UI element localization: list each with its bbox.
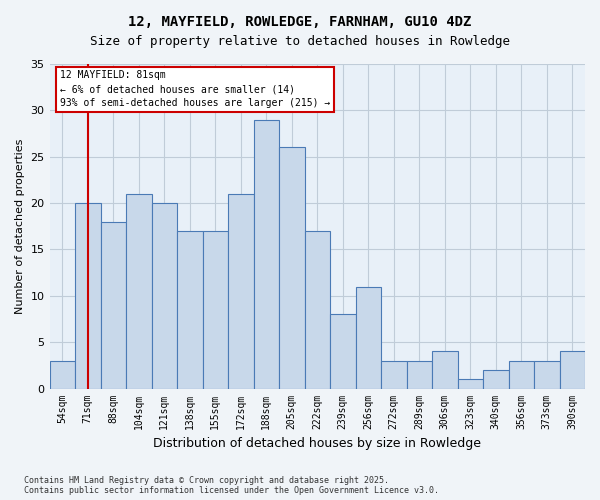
X-axis label: Distribution of detached houses by size in Rowledge: Distribution of detached houses by size … — [153, 437, 481, 450]
Bar — [279, 148, 305, 388]
Bar — [228, 194, 254, 388]
Bar — [483, 370, 509, 388]
Bar — [75, 203, 101, 388]
Text: 12 MAYFIELD: 81sqm
← 6% of detached houses are smaller (14)
93% of semi-detached: 12 MAYFIELD: 81sqm ← 6% of detached hous… — [60, 70, 331, 108]
Bar — [305, 231, 330, 388]
Bar — [560, 352, 585, 389]
Bar — [203, 231, 228, 388]
Bar — [126, 194, 152, 388]
Bar — [381, 360, 407, 388]
Bar — [152, 203, 177, 388]
Bar — [50, 360, 75, 388]
Bar — [407, 360, 432, 388]
Bar — [254, 120, 279, 388]
Text: Size of property relative to detached houses in Rowledge: Size of property relative to detached ho… — [90, 35, 510, 48]
Bar — [458, 380, 483, 388]
Bar — [330, 314, 356, 388]
Text: Contains HM Land Registry data © Crown copyright and database right 2025.
Contai: Contains HM Land Registry data © Crown c… — [24, 476, 439, 495]
Y-axis label: Number of detached properties: Number of detached properties — [15, 138, 25, 314]
Bar — [534, 360, 560, 388]
Bar — [432, 352, 458, 389]
Text: 12, MAYFIELD, ROWLEDGE, FARNHAM, GU10 4DZ: 12, MAYFIELD, ROWLEDGE, FARNHAM, GU10 4D… — [128, 15, 472, 29]
Bar — [177, 231, 203, 388]
Bar — [356, 286, 381, 388]
Bar — [101, 222, 126, 388]
Bar — [509, 360, 534, 388]
